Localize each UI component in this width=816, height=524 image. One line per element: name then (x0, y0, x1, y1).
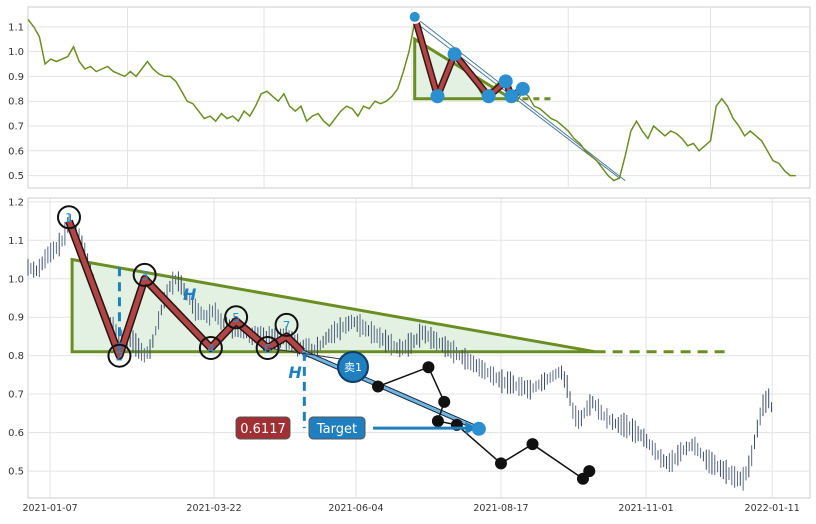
height-label-h: H (183, 285, 197, 304)
top-y-tick-label: 0.8 (8, 97, 24, 108)
pivot-label-number: 3 (141, 269, 149, 283)
bottom-x-tick-label: 2021-06-04 (328, 503, 383, 514)
pivot-label-number: 5 (232, 311, 240, 325)
pivot-label-number: 6 (264, 342, 272, 356)
triangle-pattern (70, 257, 596, 354)
pivot-label-number: 4 (207, 342, 215, 356)
top-pivot-marker (430, 89, 445, 104)
price-badge-box (235, 416, 291, 440)
sell-marker-label: 卖1 (344, 361, 362, 374)
black-path-marker (438, 395, 451, 408)
top-price-line (27, 18, 796, 182)
top-pivot-marker (481, 89, 496, 104)
bottom-x-tick-label: 2021-03-22 (186, 503, 241, 514)
top-projection-line (414, 16, 626, 181)
bottom-y-tick-label: 1.2 (8, 197, 24, 208)
top-price-panel: 0.5 0.6 0.7 0.8 0.9 1.0 1.1 (8, 6, 811, 189)
pivot-label-number: 1 (65, 211, 73, 225)
bottom-candlestick-panel: 0.5 0.6 0.7 0.8 0.9 1.0 1.1 1.2 2021-01-07 2021-0… (8, 197, 811, 514)
top-y-tick-label: 0.7 (8, 122, 24, 133)
pivot-label-number: 2 (116, 350, 124, 364)
bottom-y-tick-label: 0.8 (8, 351, 24, 362)
black-path-marker (372, 380, 385, 393)
target-point-marker (471, 421, 486, 436)
top-y-tick-label: 0.6 (8, 146, 24, 157)
projection-line (301, 350, 480, 431)
pivot-circle (274, 312, 299, 337)
top-pivot-marker (447, 47, 462, 62)
pivot-circle (224, 305, 249, 330)
bottom-y-tick-label: 0.7 (8, 390, 24, 401)
bottom-y-tick-label: 1.0 (8, 274, 24, 285)
pivot-circle (198, 336, 223, 360)
bottom-y-tick-label: 0.6 (8, 428, 24, 439)
pivot-circle (56, 205, 81, 230)
pivot-label-number: 7 (283, 319, 291, 333)
top-y-tick-label: 0.9 (8, 72, 24, 83)
top-pivot-marker (515, 81, 530, 96)
zigzag-line (66, 220, 305, 359)
bottom-y-tick-label: 1.1 (8, 236, 24, 247)
bottom-y-tick-label: 0.5 (8, 467, 24, 478)
black-path-marker (583, 465, 596, 478)
bottom-x-tick-label: 2021-11-01 (618, 503, 673, 514)
target-badge-box (308, 416, 366, 440)
black-path-marker (526, 438, 539, 451)
top-y-tick-label: 0.5 (8, 171, 24, 182)
top-pivot-marker (498, 74, 513, 89)
bottom-x-tick-label: 2021-01-07 (22, 503, 77, 514)
top-pivot-marker (504, 89, 519, 104)
pivot-circle (255, 336, 280, 360)
top-y-tick-label: 1.1 (8, 22, 24, 33)
black-path-marker (494, 457, 507, 470)
bottom-x-tick-label: 2022-01-11 (745, 503, 800, 514)
target-badge-text: Target (316, 422, 357, 437)
top-pivot-marker (407, 9, 422, 24)
price-badge-text: 0.6117 (240, 422, 286, 437)
top-y-tick-label: 1.0 (8, 47, 24, 58)
pivot-circle (107, 343, 132, 368)
black-path-marker (431, 415, 444, 428)
sell-marker-circle (337, 351, 369, 383)
bottom-y-tick-label: 0.9 (8, 313, 24, 324)
pivot-circle (132, 262, 157, 287)
black-path-marker (422, 361, 435, 374)
breakout-height-label-h: H (288, 363, 302, 382)
bottom-x-tick-label: 2021-08-17 (473, 503, 528, 514)
target-arrow-head (465, 422, 478, 435)
